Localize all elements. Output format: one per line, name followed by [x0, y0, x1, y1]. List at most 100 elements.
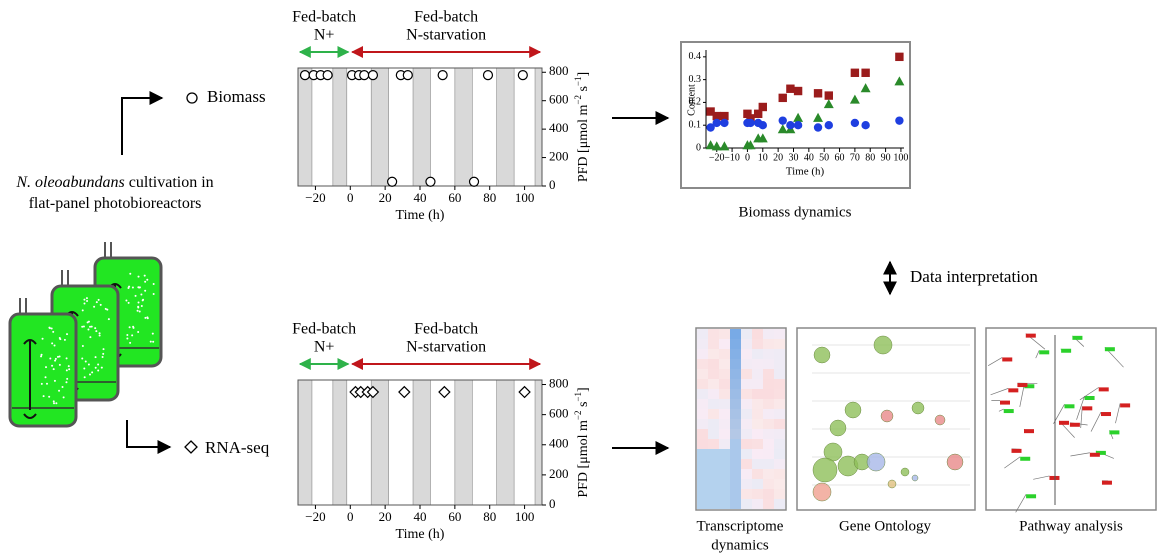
bubble — [88, 363, 90, 365]
heatmap-cell — [741, 489, 752, 499]
dark-period — [333, 380, 347, 505]
x-tick-label: 60 — [448, 509, 461, 524]
phase-label: N+ — [314, 339, 335, 356]
point — [300, 71, 309, 80]
y-tick-label: 800 — [549, 376, 569, 391]
heatmap-cell — [697, 389, 708, 399]
panel-caption: dynamics — [711, 537, 769, 553]
point — [794, 87, 801, 94]
heatmap-cell — [774, 399, 785, 409]
go-bubble — [881, 410, 893, 422]
x-tick-label: 80 — [865, 152, 875, 163]
heatmap-cell — [719, 479, 730, 489]
bubble — [58, 390, 60, 392]
bubble — [135, 295, 137, 297]
y-axis-label-part: PFD [μmol m — [576, 420, 591, 498]
dark-period — [535, 380, 542, 505]
dark-period — [497, 380, 514, 505]
bubble — [82, 309, 84, 311]
point — [896, 53, 903, 60]
bubble — [103, 348, 105, 350]
point — [794, 122, 801, 129]
heatmap-cell — [697, 459, 708, 469]
point — [470, 177, 479, 186]
heatmap-cell — [708, 499, 719, 509]
heatmap-cell — [752, 489, 763, 499]
point — [388, 177, 397, 186]
bubble — [68, 368, 70, 370]
heatmap-cell — [741, 469, 752, 479]
x-tick-label: 50 — [819, 152, 829, 163]
heatmap-cell — [708, 409, 719, 419]
source-label-part: flat-panel photobioreactors — [29, 195, 202, 212]
bubble — [99, 332, 101, 334]
point — [759, 103, 766, 110]
heatmap-cell — [752, 379, 763, 389]
y-tick-label: 800 — [549, 63, 569, 78]
bubble — [126, 334, 128, 336]
go-bubble — [874, 336, 892, 354]
heatmap-cell — [730, 429, 741, 439]
point — [787, 85, 794, 92]
heatmap-cell — [774, 489, 785, 499]
y-axis-label-part: −2 — [573, 411, 583, 421]
pathway-node — [1049, 476, 1059, 480]
bubble — [48, 396, 50, 398]
pathway-node — [1004, 409, 1014, 413]
heatmap-cell — [774, 349, 785, 359]
bubble — [138, 276, 140, 278]
bubble — [51, 365, 53, 367]
heatmap-cell — [730, 339, 741, 349]
bubble — [96, 301, 98, 303]
x-tick-label: −20 — [709, 152, 725, 163]
phase-label: N-starvation — [406, 339, 486, 356]
point — [759, 122, 766, 129]
heatmap-cell — [763, 429, 774, 439]
pathway-node — [1099, 387, 1109, 391]
point — [721, 119, 728, 126]
bubble — [95, 356, 97, 358]
x-tick-label: 10 — [758, 152, 768, 163]
y-tick-label: 400 — [549, 436, 569, 451]
heatmap-cell — [774, 369, 785, 379]
x-tick-label: 20 — [379, 190, 392, 205]
heatmap-cell — [752, 429, 763, 439]
heatmap-cell — [719, 459, 730, 469]
pathway-node — [1085, 396, 1095, 400]
heatmap-cell — [752, 329, 763, 339]
bubble — [144, 290, 146, 292]
heatmap-cell — [730, 329, 741, 339]
heatmap-cell — [763, 399, 774, 409]
heatmap-cell — [697, 409, 708, 419]
heatmap-cell — [697, 379, 708, 389]
point — [368, 71, 377, 80]
point — [825, 92, 832, 99]
dark-period — [497, 68, 514, 186]
x-tick-label: 60 — [835, 152, 845, 163]
dark-period — [371, 68, 388, 186]
y-tick-label: 600 — [549, 406, 569, 421]
bubble — [43, 395, 45, 397]
heatmap-cell — [752, 459, 763, 469]
heatmap-cell — [741, 499, 752, 509]
heatmap-cell — [708, 379, 719, 389]
heatmap-cell — [763, 489, 774, 499]
bubble — [45, 366, 47, 368]
heatmap-cell — [697, 359, 708, 369]
x-tick-label: 20 — [379, 509, 392, 524]
heatmap-cell — [708, 419, 719, 429]
y-tick-label: 0.3 — [689, 74, 702, 85]
go-bubble — [867, 453, 885, 471]
pathway-node — [1064, 404, 1074, 408]
y-axis-label-part: s — [576, 86, 591, 95]
bubble — [95, 367, 97, 369]
heatmap-cell — [752, 479, 763, 489]
bubble — [146, 279, 148, 281]
heatmap-cell — [741, 429, 752, 439]
heatmap-cell — [752, 339, 763, 349]
bubble — [83, 367, 85, 369]
bubble — [129, 273, 131, 275]
heatmap-cell — [763, 409, 774, 419]
bubble — [42, 338, 44, 340]
heatmap-cell — [719, 359, 730, 369]
